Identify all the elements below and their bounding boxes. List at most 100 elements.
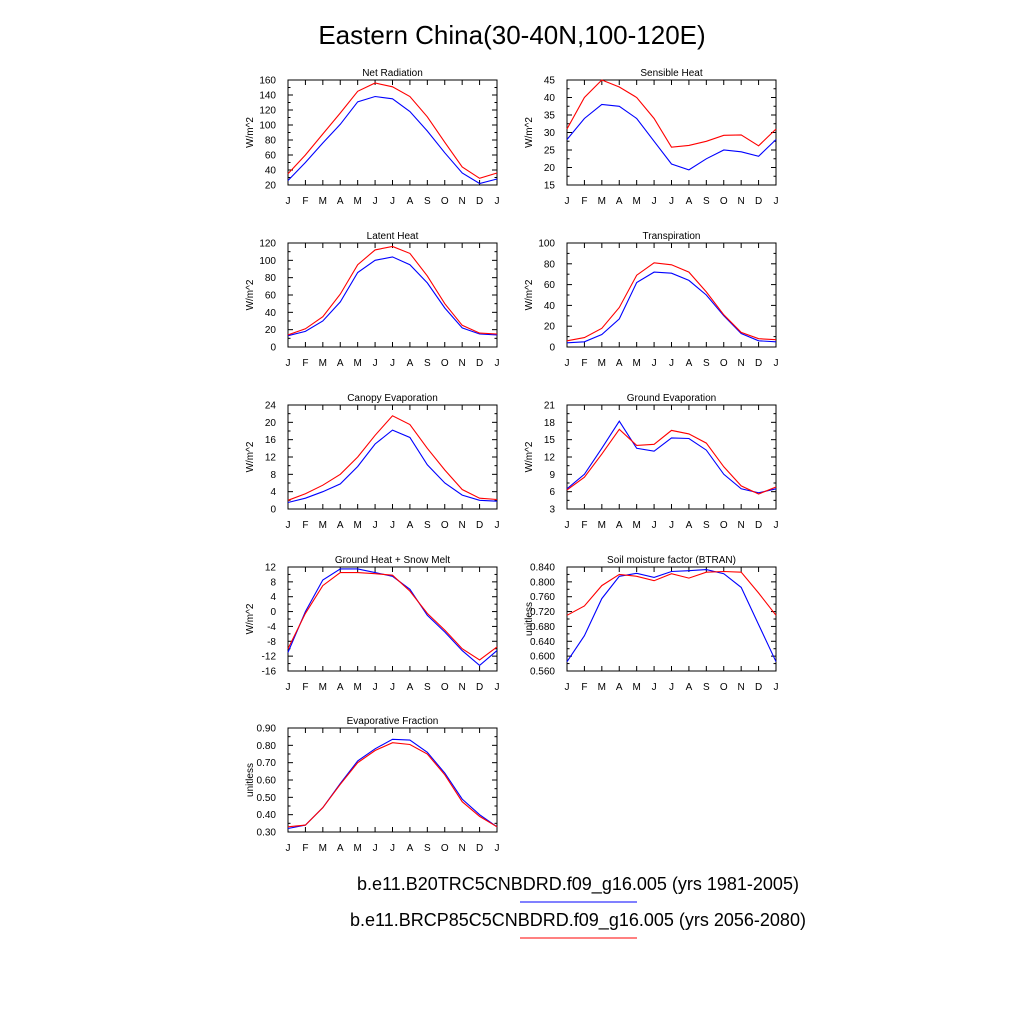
y-tick-label: 80: [265, 273, 277, 284]
panel-title: Sensible Heat: [640, 68, 702, 79]
y-tick-label: -16: [262, 667, 277, 678]
y-tick-label: 0.40: [257, 810, 277, 821]
y-tick-label: 4: [270, 592, 276, 603]
x-tick-label: S: [424, 196, 431, 207]
x-tick-label: D: [755, 520, 762, 531]
x-tick-label: J: [669, 682, 674, 693]
x-tick-label: J: [565, 520, 570, 531]
x-tick-label: J: [390, 358, 395, 369]
x-tick-label: N: [459, 358, 466, 369]
y-tick-label: 0.760: [530, 592, 555, 603]
series-line-historical: [287, 256, 498, 337]
series-line-historical: [287, 568, 498, 667]
x-tick-label: J: [652, 520, 657, 531]
y-tick-label: 0.600: [530, 652, 555, 663]
x-tick-label: N: [459, 682, 466, 693]
x-tick-label: S: [424, 520, 431, 531]
x-tick-label: M: [598, 358, 606, 369]
y-tick-label: 0.50: [257, 793, 277, 804]
x-tick-label: A: [616, 358, 623, 369]
y-tick-label: 16: [265, 435, 277, 446]
y-tick-label: 15: [544, 435, 556, 446]
x-tick-label: F: [581, 682, 587, 693]
x-tick-label: M: [598, 520, 606, 531]
y-tick-label: 0: [549, 343, 555, 354]
y-tick-label: 45: [544, 76, 556, 87]
x-tick-label: J: [286, 843, 291, 854]
x-tick-label: F: [302, 682, 308, 693]
panel-title: Evaporative Fraction: [347, 716, 439, 727]
series-line-future: [287, 742, 498, 828]
y-axis-label: W/m^2: [245, 603, 256, 634]
x-tick-label: F: [302, 520, 308, 531]
y-tick-label: 80: [265, 136, 277, 147]
y-tick-label: 20: [544, 163, 556, 174]
x-tick-label: A: [337, 358, 344, 369]
y-axis-label: W/m^2: [524, 441, 535, 472]
y-tick-label: 0.640: [530, 637, 555, 648]
x-tick-label: J: [390, 682, 395, 693]
y-tick-label: 60: [544, 280, 556, 291]
x-tick-label: O: [441, 196, 449, 207]
main-title: Eastern China(30-40N,100-120E): [318, 20, 705, 50]
x-tick-label: M: [632, 520, 640, 531]
panel-title: Transpiration: [643, 231, 701, 242]
x-tick-label: F: [302, 196, 308, 207]
y-tick-label: 6: [549, 487, 555, 498]
legend-label-historical: b.e11.B20TRC5CNBDRD.f09_g16.005 (yrs 198…: [357, 874, 799, 895]
x-tick-label: A: [407, 682, 414, 693]
y-tick-label: 40: [544, 301, 556, 312]
y-tick-label: 9: [549, 470, 555, 481]
x-tick-label: J: [373, 682, 378, 693]
x-tick-label: A: [337, 196, 344, 207]
x-tick-label: D: [755, 682, 762, 693]
x-tick-label: D: [755, 196, 762, 207]
y-tick-label: 40: [265, 166, 277, 177]
y-tick-label: 60: [265, 151, 277, 162]
x-tick-label: F: [302, 358, 308, 369]
series-line-future: [566, 570, 777, 616]
x-tick-label: J: [652, 358, 657, 369]
y-tick-label: 0.90: [257, 724, 277, 735]
y-axis-label: unitless: [245, 763, 256, 797]
x-tick-label: J: [774, 196, 779, 207]
y-tick-label: 40: [265, 308, 277, 319]
x-tick-label: M: [632, 682, 640, 693]
y-tick-label: 25: [544, 146, 556, 157]
x-tick-label: J: [495, 843, 500, 854]
x-tick-label: A: [407, 358, 414, 369]
x-tick-label: S: [703, 358, 710, 369]
y-tick-label: 35: [544, 111, 556, 122]
x-tick-label: A: [616, 520, 623, 531]
series-line-historical: [566, 103, 777, 171]
series-line-historical: [566, 569, 777, 663]
x-tick-label: S: [703, 196, 710, 207]
x-tick-label: A: [337, 520, 344, 531]
panel-title: Ground Heat + Snow Melt: [335, 555, 451, 566]
panel-title: Ground Evaporation: [627, 393, 717, 404]
y-tick-label: 80: [544, 259, 556, 270]
y-tick-label: 120: [259, 106, 276, 117]
y-tick-label: 100: [259, 121, 276, 132]
y-tick-label: 40: [544, 93, 556, 104]
x-tick-label: M: [353, 196, 361, 207]
x-tick-label: N: [738, 358, 745, 369]
x-tick-label: M: [319, 358, 327, 369]
x-tick-label: J: [286, 358, 291, 369]
x-tick-label: J: [774, 358, 779, 369]
x-tick-label: J: [565, 358, 570, 369]
x-tick-label: D: [755, 358, 762, 369]
y-tick-label: 140: [259, 91, 276, 102]
x-tick-label: J: [774, 520, 779, 531]
x-tick-label: J: [373, 520, 378, 531]
x-tick-label: N: [459, 520, 466, 531]
x-tick-label: D: [476, 682, 483, 693]
x-tick-label: J: [495, 196, 500, 207]
series-line-future: [566, 262, 777, 342]
legend-label-future: b.e11.BRCP85C5CNBDRD.f09_g16.005 (yrs 20…: [350, 910, 806, 931]
x-tick-label: O: [441, 843, 449, 854]
